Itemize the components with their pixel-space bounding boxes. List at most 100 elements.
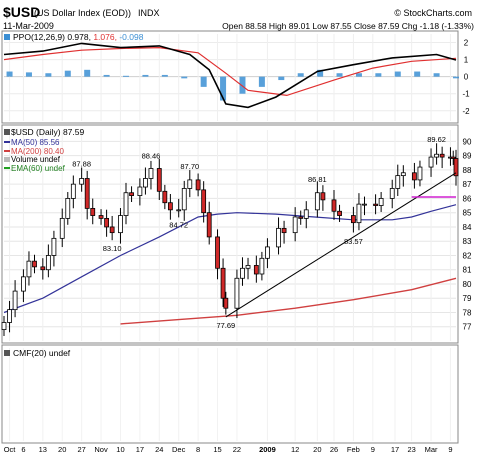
ppo-hist-bar [161, 74, 168, 77]
candle-body [206, 212, 212, 238]
ppo-hist-bar [103, 74, 110, 77]
candle-body [148, 168, 154, 179]
x-tick-label: 6 [21, 445, 25, 453]
candle-body [389, 188, 395, 199]
candle-body [59, 217, 65, 239]
candle-body [201, 189, 207, 214]
price-legend: $USD (Daily) 87.59 MA(50) 85.56 MA(200) … [4, 127, 84, 173]
svg-text:PPO(12,26,9) 0.978, 1.076, -0.: PPO(12,26,9) 0.978, 1.076, -0.098 [13, 32, 144, 42]
ppo-hist-bar [317, 69, 324, 77]
price-label-title: $USD (Daily) 87.59 [11, 127, 84, 137]
candle-body [7, 309, 12, 323]
ppo-tick-label: -1 [462, 90, 470, 99]
candle-body [118, 215, 123, 234]
candle-body [21, 276, 26, 292]
x-tick-label: Oct [4, 445, 17, 453]
x-tick-label: 26 [330, 445, 338, 453]
candle-body [356, 203, 362, 224]
candle-body [337, 210, 342, 216]
ppo-hist-bar [394, 71, 401, 77]
ppo-label-hist: -0.098 [119, 32, 143, 42]
candle-body [65, 198, 71, 219]
candle-body [395, 175, 401, 189]
legend-ema60: EMA(60) undef [11, 164, 66, 173]
trendline [225, 172, 457, 318]
annotation-label: 87.88 [72, 160, 91, 169]
candle-body [123, 192, 129, 216]
candle-body [450, 156, 456, 159]
price-tick-label: 88 [463, 166, 472, 175]
price-tick-label: 79 [463, 294, 472, 303]
price-tick-label: 86 [463, 194, 472, 203]
candle-body [417, 166, 423, 181]
ppo-hist-bar [433, 73, 440, 77]
legend-ma200: MA(200) 80.40 [11, 147, 64, 156]
x-tick-label: 23 [407, 445, 415, 453]
annotation-label: 89.62 [427, 135, 446, 144]
candle-body [259, 257, 265, 275]
candle-body [181, 188, 187, 211]
candle-body [84, 178, 90, 209]
ppo-line [3, 42, 457, 109]
annotation-label: 86.81 [308, 175, 327, 184]
candle-body [137, 186, 143, 196]
x-tick-label: 24 [155, 445, 163, 453]
price-axis-ticks: 90 89 88 87 86 85 84 83 82 81 80 79 78 77 [463, 137, 472, 331]
cmf-panel-frame [1, 344, 459, 444]
candle-body [215, 236, 220, 269]
candle-body [373, 203, 378, 206]
ppo-tick-label: 1 [464, 56, 469, 65]
ppo-legend: PPO(12,26,9) 0.978, 1.076, -0.098 [4, 32, 144, 42]
candle-body [51, 237, 57, 256]
chart-date: 11-Mar-2009 [3, 21, 54, 31]
candle-body [167, 202, 173, 211]
x-tick-label: 2009 [259, 445, 276, 453]
legend-ma50: MA(50) 85.56 [11, 138, 60, 147]
ppo-hist-bar [414, 71, 421, 77]
x-tick-label: 10 [116, 445, 124, 453]
trend-overlays [225, 172, 457, 318]
ma50-line [3, 204, 457, 314]
grid-lines [4, 34, 456, 441]
symbol-title: $USD [3, 4, 40, 20]
price-tick-label: 87 [463, 180, 472, 189]
candle-body [234, 277, 240, 309]
ppo-label-main: PPO(12,26,9) 0.978, [13, 32, 93, 42]
candle-body [98, 215, 104, 219]
annotation-label: 84.72 [169, 221, 188, 230]
price-tick-label: 81 [463, 266, 472, 275]
candle-body [40, 266, 46, 271]
candle-body [32, 260, 37, 268]
candle-body [143, 178, 148, 188]
x-tick-label: 20 [58, 445, 66, 453]
candle-body [1, 322, 7, 330]
annotation-label: 83.10 [103, 244, 122, 253]
candle-body [45, 255, 51, 271]
ppo-hist-bar [336, 73, 343, 77]
annotation-label: 77.69 [216, 321, 235, 330]
candle-body [314, 192, 320, 211]
ppo-signal-line [3, 46, 457, 97]
ppo-tick-label: 2 [464, 39, 469, 48]
candle-body [195, 179, 201, 191]
legend-volume: Volume undef [11, 155, 61, 164]
x-tick-label: Nov [94, 445, 108, 453]
candle-body [70, 183, 76, 199]
ohlc-readout: Open 88.58 High 89.01 Low 87.55 Close 87… [222, 21, 474, 31]
moving-averages [3, 204, 457, 325]
ppo-hist-bar [181, 76, 188, 79]
ppo-hist-bar [220, 76, 227, 101]
candle-body [303, 209, 309, 219]
x-tick-label: 13 [39, 445, 47, 453]
candle-body [434, 153, 439, 158]
cmf-label: CMF(20) undef [13, 348, 71, 358]
candle-body [79, 178, 85, 185]
annotation-label: 87.70 [180, 162, 199, 171]
ppo-hist-bar [45, 73, 52, 77]
x-tick-label: 8 [196, 445, 200, 453]
ppo-hist-bar [123, 75, 130, 77]
candle-body [176, 209, 182, 212]
candle-body [240, 267, 245, 279]
ppo-hist-bar [258, 76, 265, 87]
candle-body [298, 216, 304, 219]
